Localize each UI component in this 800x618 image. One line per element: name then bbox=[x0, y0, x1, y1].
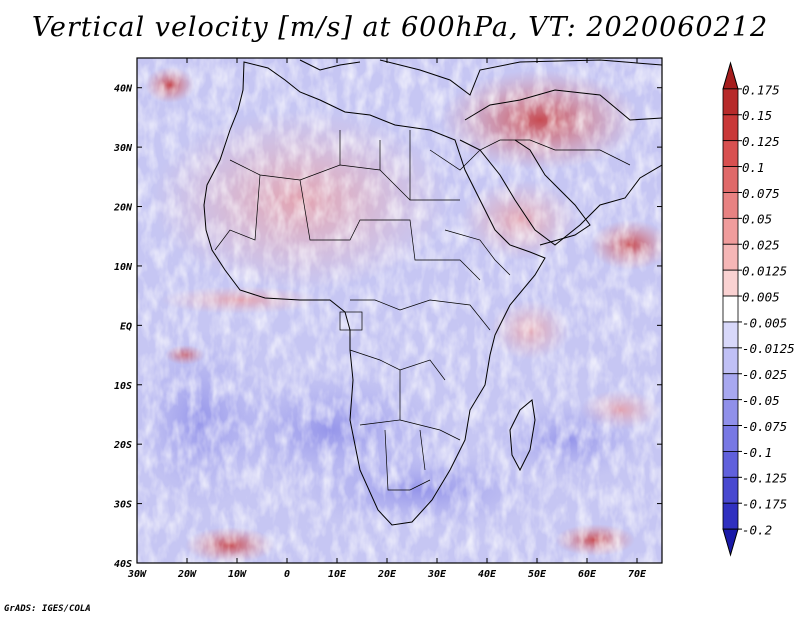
x-tick-label: 10W bbox=[228, 569, 247, 580]
x-tick-label: 60E bbox=[578, 569, 597, 580]
x-tick-label: 0 bbox=[284, 569, 290, 580]
colorbar-label: -0.1 bbox=[742, 445, 772, 460]
colorbar-swatch bbox=[722, 192, 739, 219]
colorbar-swatch bbox=[722, 347, 739, 375]
colorbar-label: -0.175 bbox=[742, 497, 787, 512]
colorbar-label: 0.005 bbox=[742, 289, 780, 304]
colorbar-swatch bbox=[722, 269, 739, 297]
colorbar-swatch bbox=[722, 140, 739, 167]
colorbar-label: 0.0125 bbox=[742, 264, 787, 279]
colorbar-label: 0.125 bbox=[742, 134, 780, 149]
page-title: Vertical velocity [m/s] at 600hPa, VT: 2… bbox=[31, 12, 769, 43]
map-axes: 30W 20W 10W 0 10E 20E 30E 40E 50E 60E 70E 40N 30N 20N… bbox=[113, 58, 662, 580]
colorbar-swatch bbox=[722, 166, 739, 193]
colorbar-label: -0.125 bbox=[742, 471, 787, 486]
colorbar-cap-top bbox=[722, 61, 739, 90]
colorbar-label: 0.05 bbox=[742, 212, 772, 227]
y-tick-label: 10N bbox=[114, 262, 133, 273]
colorbar-label: 0.025 bbox=[742, 238, 780, 253]
colorbar-label: -0.2 bbox=[742, 522, 772, 537]
colorbar-cap-bottom bbox=[722, 528, 739, 557]
y-tick-label: 30N bbox=[113, 143, 133, 154]
x-tick-label: 50E bbox=[528, 569, 547, 580]
colorbar-swatch bbox=[722, 88, 739, 116]
x-tick-label: 20W bbox=[177, 569, 197, 580]
country-borders bbox=[214, 130, 631, 491]
y-tick-label: 20N bbox=[113, 203, 133, 214]
grads-credit: GrADS: IGES/COLA bbox=[4, 604, 91, 614]
x-tick-label: 30W bbox=[127, 569, 147, 580]
colorbar-label: 0.1 bbox=[742, 160, 765, 175]
velocity-field bbox=[137, 58, 662, 563]
x-tick-label: 10E bbox=[328, 569, 347, 580]
y-tick-label: EQ bbox=[120, 321, 132, 332]
y-tick-label: 20S bbox=[113, 440, 132, 451]
x-tick-label: 70E bbox=[628, 569, 647, 580]
colorbar-swatch bbox=[722, 399, 739, 426]
colorbar-label: 0.15 bbox=[742, 108, 772, 123]
colorbar-swatch bbox=[722, 425, 739, 452]
colorbar-label: -0.075 bbox=[742, 419, 787, 434]
colorbar-label: 0.175 bbox=[742, 82, 780, 97]
colorbar: 0.175 0.15 0.125 0.1 0.075 0.05 0.025 0.0125 0.0… bbox=[722, 61, 795, 557]
x-tick-label: 20E bbox=[377, 569, 397, 580]
x-tick-label: 40E bbox=[478, 569, 497, 580]
colorbar-swatch bbox=[722, 451, 739, 478]
y-tick-label: 40N bbox=[114, 84, 133, 95]
x-tick-label: 30E bbox=[427, 569, 447, 580]
colorbar-label: -0.005 bbox=[742, 315, 787, 330]
colorbar-swatch bbox=[722, 373, 739, 401]
colorbar-swatch bbox=[722, 321, 739, 349]
colorbar-label: -0.05 bbox=[742, 393, 780, 408]
y-tick-label: 40S bbox=[114, 559, 132, 570]
colorbar-label: -0.025 bbox=[742, 367, 787, 382]
colorbar-label: 0.075 bbox=[742, 186, 780, 201]
colorbar-swatch bbox=[722, 217, 739, 245]
colorbar-swatch bbox=[722, 502, 739, 530]
colorbar-swatch bbox=[722, 243, 739, 271]
map-frame bbox=[136, 57, 663, 564]
colorbar-label: -0.0125 bbox=[742, 341, 795, 356]
colorbar-swatch bbox=[722, 476, 739, 504]
colorbar-swatch bbox=[722, 295, 739, 323]
y-tick-label: 10S bbox=[114, 381, 132, 392]
colorbar-swatch bbox=[722, 114, 739, 142]
y-tick-label: 30S bbox=[113, 500, 132, 511]
